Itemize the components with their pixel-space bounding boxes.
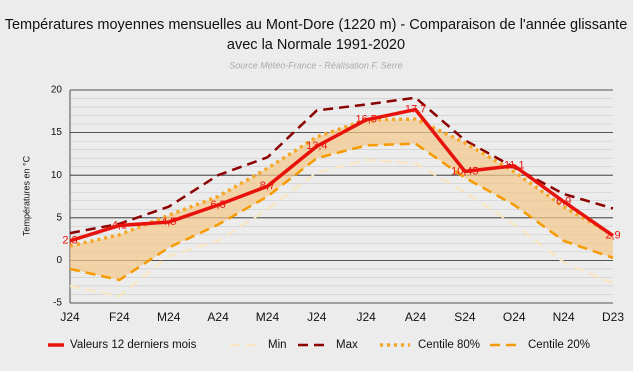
x-tick-label: A24: [405, 310, 427, 324]
x-tick-label: J24: [307, 310, 327, 324]
legend-label: Min: [268, 339, 287, 351]
series-line: [69, 158, 614, 298]
x-tick-label: J24: [60, 310, 80, 324]
y-tick-label: 15: [51, 127, 63, 138]
data-label: 11,1: [504, 160, 525, 172]
data-label: 10,45: [451, 165, 479, 177]
data-label: 2,3: [62, 235, 77, 247]
data-label: 17,7: [405, 104, 426, 116]
data-label: 6,9: [556, 196, 571, 208]
data-label: 6,5: [210, 199, 225, 211]
legend-label: Centile 20%: [528, 339, 590, 351]
x-tick-label: S24: [454, 310, 476, 324]
x-tick-label: A24: [207, 310, 229, 324]
x-tick-label: M24: [157, 310, 181, 324]
x-tick-label: N24: [553, 310, 575, 324]
legend-label: Centile 80%: [418, 339, 480, 351]
data-label: 4,1: [112, 219, 127, 231]
data-label: 16,5: [355, 114, 376, 126]
chart-subtitle: Source Météo-France - Réalisation F. Ser…: [229, 60, 402, 70]
x-tick-label: J24: [357, 310, 377, 324]
chart-title: avec la Normale 1991-2020: [227, 37, 405, 53]
legend-label: Valeurs 12 derniers mois: [70, 339, 197, 351]
centile-band: [70, 118, 613, 280]
legend-label: Max: [336, 339, 358, 351]
data-label: 13,4: [306, 140, 327, 152]
data-label: 4,5: [161, 216, 176, 228]
x-tick-label: O24: [503, 310, 526, 324]
data-label: 2,9: [605, 230, 620, 242]
series-line: [69, 142, 614, 282]
x-tick-label: F24: [109, 310, 130, 324]
y-tick-label: 10: [51, 170, 63, 181]
x-tick-label: M24: [256, 310, 280, 324]
series-line: [69, 107, 614, 243]
y-axis-label: Températures en °C: [21, 155, 31, 236]
data-label: 8,7: [260, 180, 275, 192]
x-tick-label: D23: [602, 310, 624, 324]
chart-title: Températures moyennes mensuelles au Mont…: [5, 17, 628, 33]
y-tick-label: -5: [53, 298, 62, 309]
y-tick-label: 20: [51, 85, 63, 96]
y-tick-label: 0: [56, 255, 62, 266]
y-tick-label: 5: [56, 212, 62, 223]
